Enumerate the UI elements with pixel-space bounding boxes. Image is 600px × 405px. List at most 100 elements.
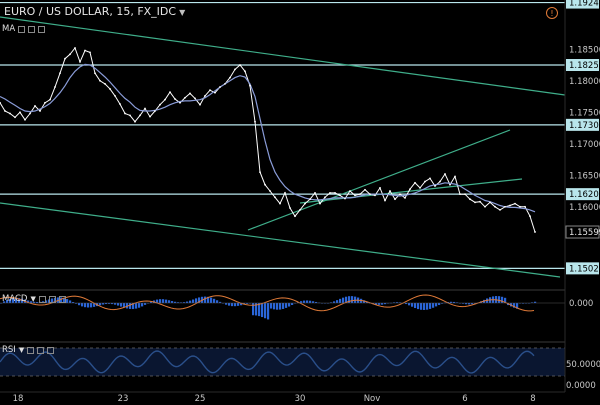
price-point: [99, 79, 101, 82]
price-point: [469, 198, 471, 201]
alert-circle-icon[interactable]: !: [546, 7, 558, 19]
macd-bar: [12, 298, 15, 303]
macd-bar: [426, 303, 429, 310]
macd-bar: [72, 302, 75, 303]
macd-bar: [396, 302, 399, 303]
ma-indicator-label[interactable]: MA: [2, 24, 46, 34]
price-point: [394, 198, 396, 201]
macd-bar: [36, 302, 39, 303]
macd-bar: [345, 296, 348, 303]
visibility-icon[interactable]: [27, 346, 35, 354]
macd-bar: [228, 303, 231, 306]
macd-bar: [108, 303, 111, 304]
price-point: [329, 191, 331, 194]
caret-down-icon[interactable]: ▼: [179, 8, 186, 17]
macd-bar: [30, 301, 33, 303]
price-point: [479, 200, 481, 203]
price-point: [309, 198, 311, 201]
macd-bar: [6, 299, 9, 303]
macd-bar: [498, 296, 501, 303]
price-point: [529, 215, 531, 218]
macd-bar: [453, 301, 456, 303]
price-point: [374, 194, 376, 197]
chart-header[interactable]: EURO / US DOLLAR, 15, FX_IDC ▼: [4, 5, 185, 18]
macd-bar: [405, 303, 408, 305]
time-tick-label: 6: [462, 394, 467, 404]
macd-bar: [534, 301, 537, 303]
macd-bar: [33, 301, 36, 303]
settings-icon[interactable]: [37, 346, 45, 354]
price-point: [504, 205, 506, 208]
price-point: [294, 215, 296, 218]
price-point: [94, 72, 96, 75]
macd-bar: [312, 301, 315, 303]
price-plot: [0, 46, 536, 233]
macd-bar: [240, 303, 243, 306]
indicator-panes: [0, 289, 565, 377]
macd-bar: [273, 303, 276, 310]
price-point: [74, 47, 76, 49]
price-point: [269, 190, 271, 192]
caret-down-icon[interactable]: ▼: [18, 346, 25, 354]
trend-line: [0, 202, 561, 278]
macd-bar: [15, 297, 18, 303]
macd-bar: [261, 303, 264, 318]
price-point: [409, 188, 411, 191]
price-point: [199, 103, 201, 106]
price-point: [414, 181, 416, 184]
visibility-icon[interactable]: [18, 25, 26, 33]
level-label-box: [566, 59, 599, 71]
price-point: [54, 86, 56, 88]
macd-bar: [90, 303, 93, 308]
settings-icon[interactable]: [28, 25, 36, 33]
rsi-tick-label: 50.0000: [566, 360, 600, 370]
rsi-indicator-label[interactable]: RSI ▼: [2, 345, 55, 355]
trend-line: [247, 129, 511, 231]
price-point: [114, 94, 116, 97]
price-series-line: [0, 46, 536, 233]
macd-bar: [156, 299, 159, 303]
level-label: 1.17300: [569, 121, 600, 131]
price-point: [229, 76, 231, 79]
macd-bar: [330, 302, 333, 303]
macd-indicator-label[interactable]: MACD ▼: [2, 294, 66, 304]
close-icon[interactable]: [58, 295, 66, 303]
macd-bar: [93, 303, 96, 307]
macd-bar: [255, 303, 258, 316]
price-point: [464, 193, 466, 196]
macd-bar: [441, 303, 444, 304]
close-icon[interactable]: [47, 346, 55, 354]
macd-bar: [246, 303, 249, 304]
price-point: [219, 86, 221, 88]
macd-bar: [438, 303, 441, 305]
caret-down-icon[interactable]: ▼: [30, 295, 36, 303]
time-tick-label: 8: [530, 394, 535, 404]
macd-bar: [531, 302, 534, 303]
macd-bar: [123, 303, 126, 308]
macd-bar: [288, 303, 291, 307]
close-icon[interactable]: [38, 25, 46, 33]
macd-bar: [219, 301, 222, 303]
price-point: [79, 60, 81, 63]
macd-label: MACD: [2, 294, 28, 304]
macd-bar: [45, 300, 48, 303]
macd-bar: [339, 298, 342, 303]
price-point: [494, 205, 496, 208]
time-tick-label: 30: [295, 394, 306, 404]
macd-bar: [84, 303, 87, 308]
macd-bar: [177, 302, 180, 303]
price-point: [489, 201, 491, 204]
price-point: [234, 68, 236, 71]
price-point: [44, 101, 46, 104]
macd-bar: [114, 303, 117, 305]
symbol-title[interactable]: EURO / US DOLLAR, 15, FX_IDC: [4, 5, 177, 18]
macd-bar: [18, 298, 21, 303]
macd-bar: [237, 303, 240, 306]
visibility-icon[interactable]: [38, 295, 46, 303]
price-point: [139, 114, 141, 117]
settings-icon[interactable]: [48, 295, 56, 303]
price-point: [164, 98, 166, 101]
macd-bar: [282, 303, 285, 309]
macd-tick-label: 0.000: [569, 299, 593, 309]
